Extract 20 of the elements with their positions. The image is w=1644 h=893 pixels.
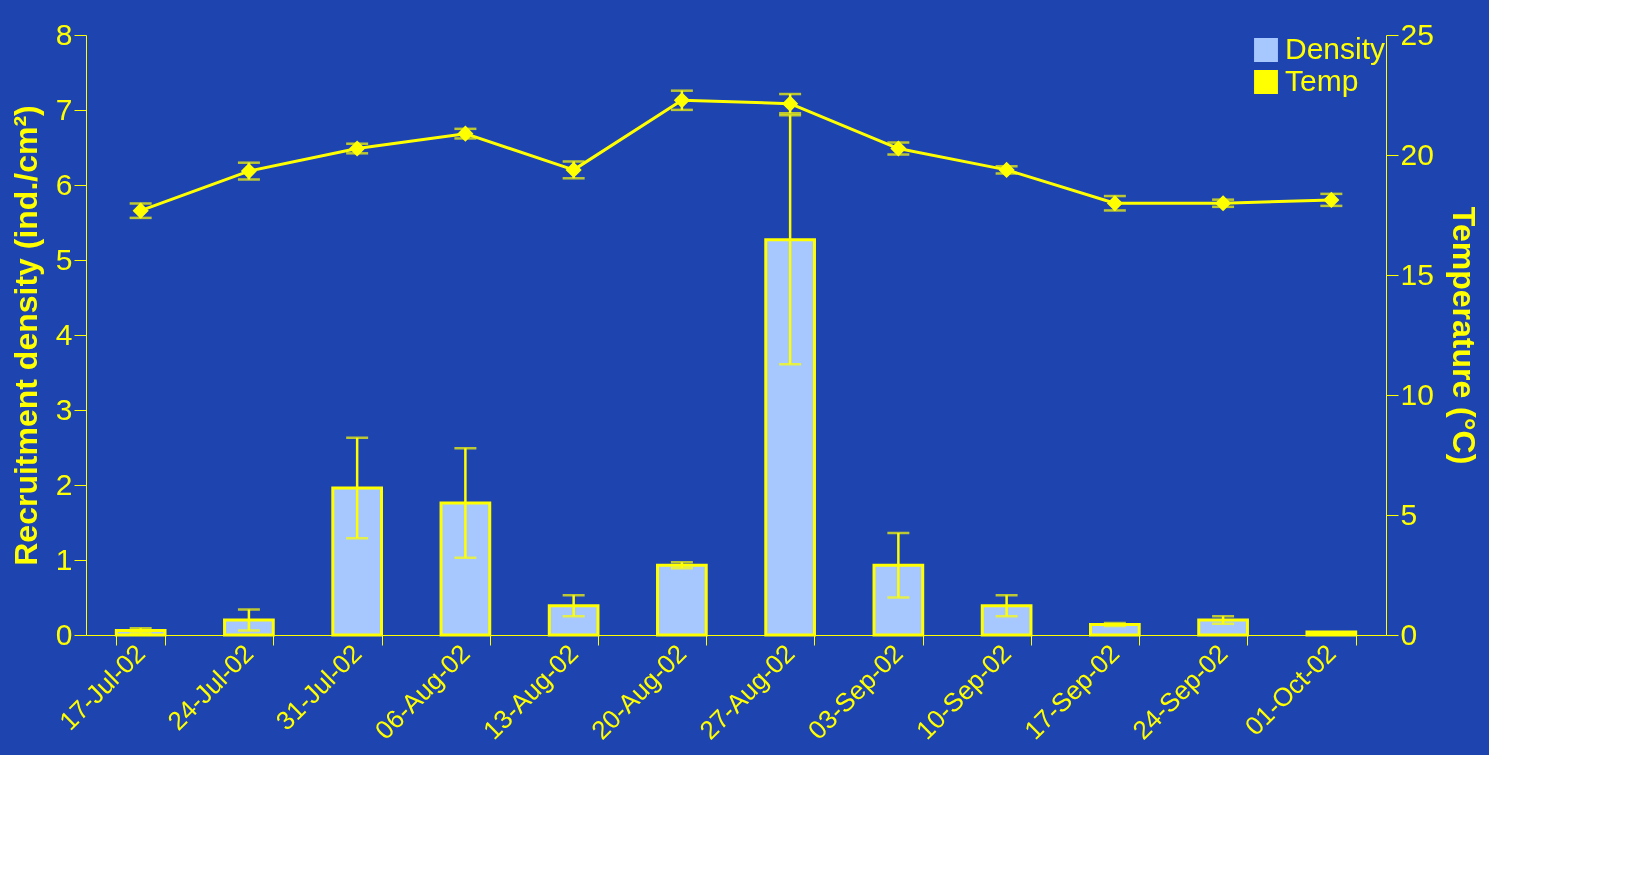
y2-tick-label: 25 xyxy=(1400,17,1434,51)
y2-tick-label: 5 xyxy=(1400,497,1418,531)
y2-tick-label: 0 xyxy=(1400,617,1418,651)
y-tick-label: 8 xyxy=(55,17,73,51)
y2-tick-label: 20 xyxy=(1400,137,1434,171)
y-axis-title: Recruitment density (ind./cm²) xyxy=(7,105,44,566)
y-tick-label: 4 xyxy=(55,317,73,351)
y-tick-label: 0 xyxy=(55,617,73,651)
y-tick-label: 6 xyxy=(55,167,73,201)
y-tick-label: 1 xyxy=(55,542,73,576)
y2-tick-label: 15 xyxy=(1400,257,1434,291)
legend-label: Density xyxy=(1285,32,1386,65)
y-tick-label: 7 xyxy=(55,92,73,126)
y2-tick-label: 10 xyxy=(1400,377,1434,411)
y-tick-label: 3 xyxy=(55,392,73,426)
y-tick-label: 2 xyxy=(55,467,73,501)
legend-label: Temp xyxy=(1285,64,1359,97)
y-tick-label: 5 xyxy=(55,242,73,276)
y2-axis-title: Temperature (°C) xyxy=(1445,206,1482,465)
point xyxy=(998,161,1015,178)
